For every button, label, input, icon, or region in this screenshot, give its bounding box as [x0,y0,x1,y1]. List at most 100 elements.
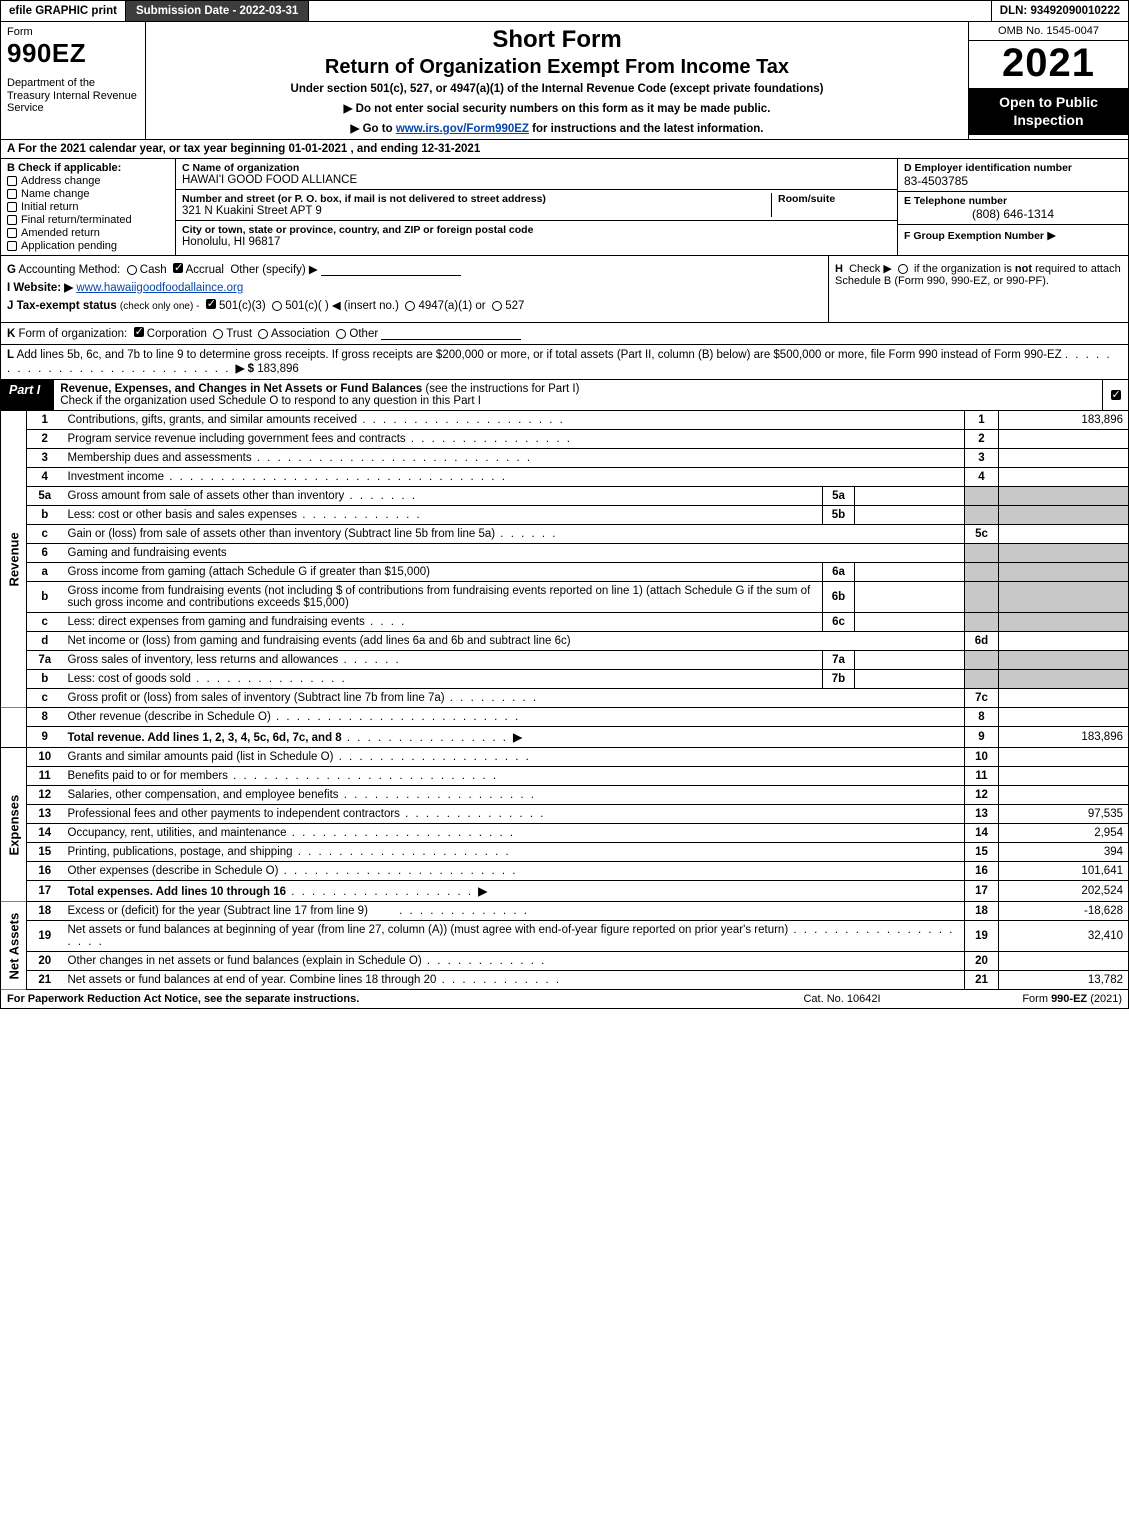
row-num: 16 [27,862,63,881]
radio-4947[interactable] [405,301,415,311]
footer-left: For Paperwork Reduction Act Notice, see … [7,993,742,1005]
row-desc: Gross profit or (loss) from sales of inv… [63,689,965,708]
line-i: I Website: ▶ www.hawaiigoodfoodallaince.… [7,280,822,294]
header-mid: Short Form Return of Organization Exempt… [146,22,968,139]
row-rnum: 21 [965,971,999,990]
header-right: OMB No. 1545-0047 2021 Open to Public In… [968,22,1128,139]
row-value-grey [999,544,1129,563]
dots-icon: . . . . . . . . . . . . . . . . . . [286,886,478,898]
row-rnum: 11 [965,767,999,786]
row-value: 2,954 [999,824,1129,843]
topbar-spacer [309,1,990,21]
k-other-field[interactable] [381,328,521,340]
row-value [999,689,1129,708]
desc-text: Less: cost of goods sold [68,673,191,685]
row-desc: Membership dues and assessments . . . . … [63,449,965,468]
irs-link[interactable]: www.irs.gov/Form990EZ [396,123,529,135]
chk-address-change[interactable]: Address change [7,175,169,187]
h-lead: H [835,263,843,275]
line-k: K Form of organization: Corporation Trus… [0,323,1129,345]
k-trust: Trust [226,328,252,340]
dots-icon: . . . . . . . . . . . . . . . . . . . . … [228,770,498,782]
row-rnum-grey [965,651,999,670]
dots-icon: . . . . . . . . . . . . [436,974,561,986]
desc-text: Professional fees and other payments to … [68,808,400,820]
radio-trust[interactable] [213,329,223,339]
dots-icon: . . . . . . . . . . . . . . . [191,673,347,685]
department-label: Department of the Treasury Internal Reve… [7,77,139,115]
mid-num: 7b [823,670,855,689]
radio-association[interactable] [258,329,268,339]
g-label: Accounting Method: [19,264,121,276]
row-desc: Program service revenue including govern… [63,430,965,449]
row-rnum: 5c [965,525,999,544]
chk-initial-return[interactable]: Initial return [7,201,169,213]
row-desc: Less: cost of goods sold . . . . . . . .… [63,670,823,689]
radio-cash[interactable] [127,265,137,275]
chk-name-change[interactable]: Name change [7,188,169,200]
row-desc: Total revenue. Add lines 1, 2, 3, 4, 5c,… [63,727,965,748]
arrow-icon: ▶ [513,732,522,744]
checkbox-icon[interactable] [7,228,17,238]
row-value [999,632,1129,651]
desc-text: Printing, publications, postage, and shi… [68,846,293,858]
desc-text: Gross amount from sale of assets other t… [68,490,345,502]
row-num: 9 [27,727,63,748]
row-value [999,708,1129,727]
row-value-grey [999,670,1129,689]
checkbox-icon[interactable] [7,215,17,225]
dots-icon: . . . . . . [338,654,400,666]
checkbox-501c3-checked[interactable] [206,299,216,309]
k-corp: Corporation [147,328,207,340]
checkbox-icon[interactable] [7,189,17,199]
radio-501c[interactable] [272,301,282,311]
expenses-table: Expenses 10 Grants and similar amounts p… [0,748,1129,902]
checkbox-accrual-checked[interactable] [173,263,183,273]
radio-other[interactable] [336,329,346,339]
row-value: 97,535 [999,805,1129,824]
submission-date: Submission Date - 2022-03-31 [126,1,309,21]
checkbox-icon[interactable] [7,176,17,186]
header-left: Form 990EZ Department of the Treasury In… [1,22,146,139]
chk-amended-return[interactable]: Amended return [7,227,169,239]
mid-num: 7a [823,651,855,670]
other-specify-field[interactable] [321,264,461,276]
g-cash: Cash [140,264,167,276]
row-desc: Net assets or fund balances at beginning… [63,921,965,952]
checkbox-icon[interactable] [7,202,17,212]
dots-icon: . . . . . . . . . . . . . . . . . . . [333,751,530,763]
dots-icon: . . . . . . . . . . . . . . . . . . . . [357,414,565,426]
website-link[interactable]: www.hawaiigoodfoodallaince.org [76,282,243,294]
row-value: -18,628 [999,902,1129,921]
row-rnum-grey [965,582,999,613]
row-desc: Gross income from fundraising events (no… [63,582,823,613]
row-value [999,748,1129,767]
desc-text: Membership dues and assessments [68,452,252,464]
j-opt1: 501(c)(3) [219,300,266,312]
dots-icon: . . . . . . . [344,490,417,502]
mid-val [855,506,965,525]
row-rnum: 13 [965,805,999,824]
chk-label: Final return/terminated [21,214,132,226]
radio-527[interactable] [492,301,502,311]
chk-final-return[interactable]: Final return/terminated [7,214,169,226]
j-opt4: 527 [505,300,524,312]
row-rnum: 15 [965,843,999,862]
l-lead: L [7,349,14,361]
row-num: 13 [27,805,63,824]
row-rnum: 16 [965,862,999,881]
row-num: 4 [27,468,63,487]
desc-text: Excess or (deficit) for the year (Subtra… [68,905,368,917]
row-rnum: 20 [965,952,999,971]
row-rnum-grey [965,563,999,582]
row-num: 1 [27,411,63,430]
part-i-schedule-o-check[interactable] [1102,380,1128,410]
checkbox-icon[interactable] [7,241,17,251]
checkbox-corporation-checked[interactable] [134,327,144,337]
chk-application-pending[interactable]: Application pending [7,240,169,252]
row-desc: Investment income . . . . . . . . . . . … [63,468,965,487]
efile-label[interactable]: efile GRAPHIC print [1,1,126,21]
dots-icon: . . . . . . . . . . . . [422,955,547,967]
dots-icon: . . . . . . . . . . . . [297,509,422,521]
radio-h[interactable] [898,264,908,274]
